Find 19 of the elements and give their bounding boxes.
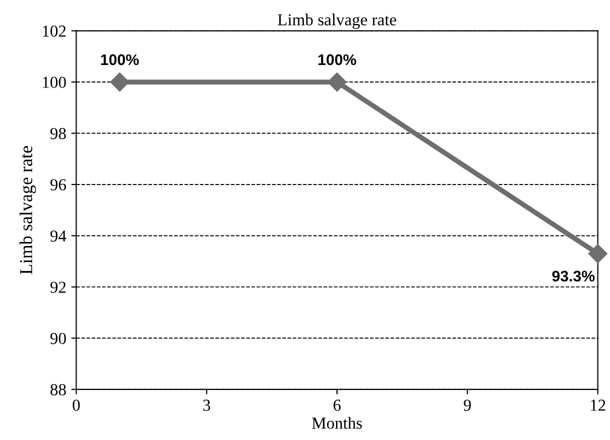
y-tick-label: 96 [50,179,66,190]
data-label: 100% [318,54,356,66]
y-tick-label: 90 [50,332,66,344]
x-tick-label: 9 [464,400,471,411]
y-tick-label: 92 [50,282,66,293]
x-axis-title: Months [312,417,362,429]
x-tick-label: 12 [590,400,606,411]
chart-title: Limb salvage rate [278,14,396,29]
y-axis-title: Limb salvage rate [20,146,36,274]
y-tick-label: 98 [50,128,66,140]
data-label: 93.3% [552,270,595,282]
y-tick-label: 88 [50,384,66,396]
x-tick-label: 0 [72,400,80,411]
y-tick-label: 94 [50,230,66,242]
x-tick-label: 6 [334,400,341,411]
x-tick-label: 3 [203,400,210,411]
y-tick-label: 100 [42,76,66,88]
data-label: 100% [101,54,139,66]
y-tick-label: 102 [42,26,66,37]
